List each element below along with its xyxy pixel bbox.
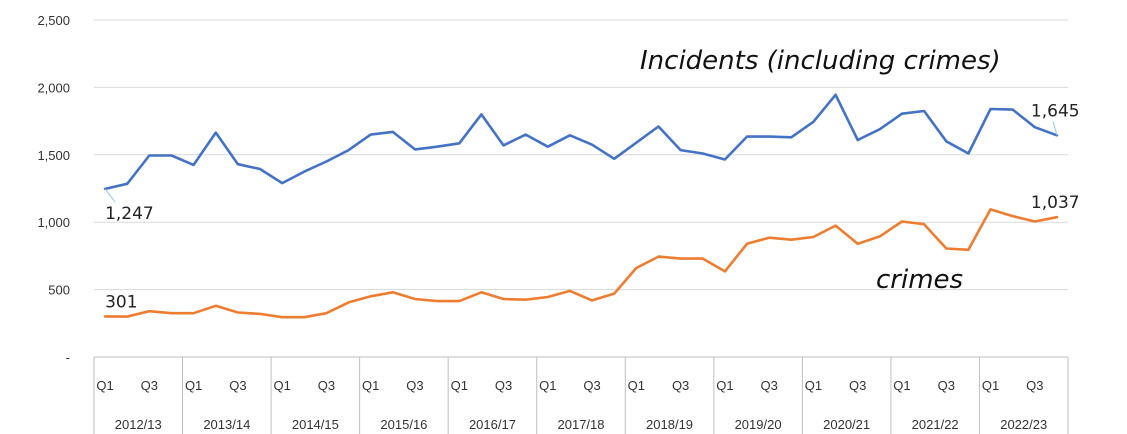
x-tick-label: Q1 bbox=[716, 378, 733, 393]
x-group-label: 2012/13 bbox=[115, 417, 162, 432]
x-tick-label: Q1 bbox=[893, 378, 910, 393]
x-tick-label: Q3 bbox=[495, 378, 512, 393]
y-axis: - 500 1,000 1,500 2,000 2,500 bbox=[37, 13, 70, 365]
series-line-0 bbox=[103, 93, 1059, 191]
y-tick-label: 500 bbox=[48, 283, 70, 298]
x-tick-label: Q3 bbox=[229, 378, 246, 393]
x-tick-label: Q1 bbox=[805, 378, 822, 393]
x-tick-label: Q1 bbox=[539, 378, 556, 393]
x-group-label: 2013/14 bbox=[203, 417, 250, 432]
x-axis: 2012/13 Q1 Q3 2013/14 Q1 Q3 2014/15 Q1 Q3 2015/16… bbox=[93, 356, 1069, 434]
y-tick-label: 2,000 bbox=[37, 80, 70, 95]
x-tick-label: Q1 bbox=[628, 378, 645, 393]
crimes-last-label: 1,037 bbox=[1031, 193, 1080, 213]
x-group-label: 2015/16 bbox=[380, 417, 427, 432]
incidents-annotation: Incidents (including crimes) bbox=[640, 46, 1001, 76]
x-group-label: 2014/15 bbox=[292, 417, 339, 432]
x-group-label: 2018/19 bbox=[646, 417, 693, 432]
x-tick-label: Q3 bbox=[1026, 378, 1043, 393]
y-tick-label: - bbox=[66, 350, 70, 365]
crimes-first-label: 301 bbox=[105, 292, 137, 312]
x-tick-label: Q1 bbox=[451, 378, 468, 393]
x-tick-label: Q1 bbox=[982, 378, 999, 393]
label-leader-line bbox=[104, 188, 116, 203]
x-tick-label: Q3 bbox=[141, 378, 158, 393]
x-group-label: 2017/18 bbox=[558, 417, 605, 432]
y-tick-label: 1,000 bbox=[37, 215, 70, 230]
x-tick-label: Q1 bbox=[362, 378, 379, 393]
x-tick-label: Q3 bbox=[760, 378, 777, 393]
x-tick-label: Q1 bbox=[185, 378, 202, 393]
y-tick-label: 2,500 bbox=[37, 13, 70, 28]
x-group-label: 2016/17 bbox=[469, 417, 516, 432]
x-tick-label: Q3 bbox=[583, 378, 600, 393]
x-group-label: 2021/22 bbox=[912, 417, 959, 432]
y-tick-label: 1,500 bbox=[37, 148, 70, 163]
series-lines bbox=[103, 93, 1059, 319]
x-tick-label: Q1 bbox=[273, 378, 290, 393]
x-tick-label: Q3 bbox=[849, 378, 866, 393]
x-tick-label: Q3 bbox=[406, 378, 423, 393]
data-labels: 1,247 1,645 301 1,037 bbox=[104, 101, 1080, 312]
series-line-1 bbox=[103, 208, 1059, 319]
x-tick-label: Q3 bbox=[672, 378, 689, 393]
x-group-label: 2020/21 bbox=[823, 417, 870, 432]
x-tick-label: Q1 bbox=[96, 378, 113, 393]
x-group-label: 2022/23 bbox=[1000, 417, 1047, 432]
incidents-first-label: 1,247 bbox=[105, 204, 154, 224]
crimes-annotation: crimes bbox=[876, 265, 963, 295]
incidents-last-label: 1,645 bbox=[1031, 101, 1080, 121]
x-tick-label: Q3 bbox=[318, 378, 335, 393]
x-group-label: 2019/20 bbox=[735, 417, 782, 432]
label-leader-line bbox=[1052, 121, 1058, 136]
x-tick-label: Q3 bbox=[938, 378, 955, 393]
